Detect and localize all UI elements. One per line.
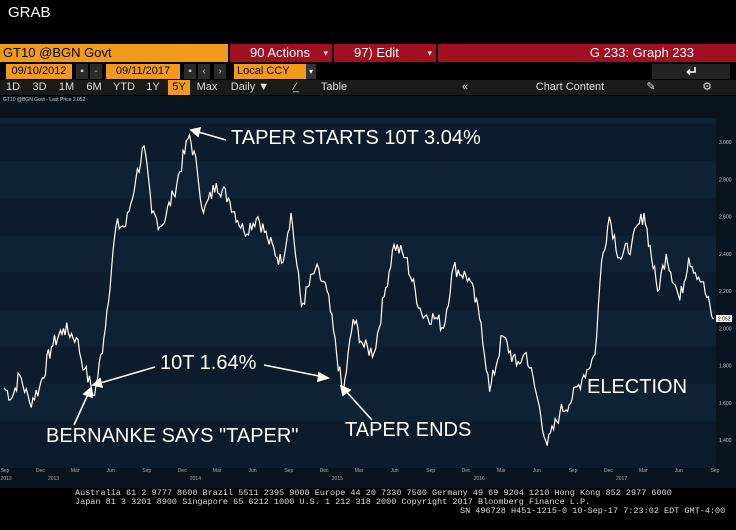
annotation-taper-ends: TAPER ENDS xyxy=(345,419,472,441)
x-tick-label: Sep xyxy=(284,468,293,474)
gear-icon[interactable]: ⚙ xyxy=(702,81,712,93)
edit-menu-button[interactable]: 97) Edit ▾ xyxy=(334,44,436,62)
last-value-tag xyxy=(716,315,732,323)
chart-band xyxy=(0,198,716,236)
annotation-election: ELECTION xyxy=(587,376,688,398)
app-title: GRAB xyxy=(8,4,51,21)
calendar-icon[interactable]: ▪ xyxy=(76,64,88,79)
y-tick-label: 2.200 xyxy=(719,289,732,295)
edit-label: 97) Edit xyxy=(354,45,399,60)
x-tick-label: Dec xyxy=(604,468,613,474)
x-tick-label: Sep xyxy=(1,468,10,474)
period-button-1y[interactable]: 1Y xyxy=(146,81,160,93)
edit-pencil-icon[interactable]: ✎ xyxy=(646,81,656,93)
x-tick-label: Jun xyxy=(390,468,398,474)
y-tick-label: 3.000 xyxy=(719,140,732,146)
x-tick-label: Mar xyxy=(497,468,506,474)
chart-band xyxy=(0,384,716,422)
period-button-6m[interactable]: 6M xyxy=(86,81,102,93)
chart-content-button[interactable]: Chart Content xyxy=(535,81,605,93)
y-tick-label: 2.600 xyxy=(719,215,732,221)
start-date-field[interactable]: 09/10/2012 xyxy=(6,64,72,79)
chart-band xyxy=(0,235,716,273)
chevron-down-icon: ▾ xyxy=(427,48,432,58)
chart-band xyxy=(0,421,716,468)
collapse-left-icon[interactable]: « xyxy=(461,81,469,93)
x-tick-label: Dec xyxy=(36,468,45,474)
frequency-select[interactable]: Daily ▼ xyxy=(230,81,270,93)
chart-band xyxy=(0,118,716,124)
price-series-line xyxy=(3,132,714,446)
y-tick-label: 1.800 xyxy=(719,364,732,370)
annotation-taper-starts: TAPER STARTS 10T 3.04% xyxy=(231,127,481,149)
line-chart-icon[interactable]: ⁄̲ xyxy=(294,81,296,93)
x-tick-label: Jun xyxy=(533,468,541,474)
table-button[interactable]: Table xyxy=(320,81,348,93)
x-year-label: 2012 xyxy=(1,476,12,482)
y-tick-label: 2.800 xyxy=(719,177,732,183)
y-tick-label: 1.600 xyxy=(719,401,732,407)
y-tick-label: 2.000 xyxy=(719,326,732,332)
x-year-label: 2016 xyxy=(474,476,485,482)
x-year-label: 2015 xyxy=(332,476,343,482)
x-tick-label: Mar xyxy=(355,468,364,474)
back-button[interactable] xyxy=(652,64,730,79)
x-tick-label: Dec xyxy=(462,468,471,474)
period-button-1m[interactable]: 1M xyxy=(58,81,75,93)
y-tick-label: 2.400 xyxy=(719,252,732,258)
period-button-1d[interactable]: 1D xyxy=(5,81,21,93)
chart-legend: GT10 @BGN Govt - Last Price 2.052 xyxy=(3,97,86,103)
graph-title: G 233: Graph 233 xyxy=(438,44,736,62)
x-tick-label: Jun xyxy=(249,468,257,474)
chart-band xyxy=(0,160,716,199)
chart-band xyxy=(0,272,716,310)
x-tick-label: Sep xyxy=(711,468,720,474)
chevron-down-icon[interactable]: ▾ xyxy=(306,64,316,79)
x-year-label: 2017 xyxy=(616,476,627,482)
last-value-label: 2.052 xyxy=(718,317,731,323)
return-arrow-icon xyxy=(686,67,696,76)
x-tick-label: Sep xyxy=(426,468,435,474)
chart-band xyxy=(0,123,716,161)
price-chart[interactable]: 3.000 2.800 2.600 2.400 2.200 2.000 1.800 1.600… xyxy=(0,96,736,488)
actions-label: 90 Actions xyxy=(250,45,310,60)
y-tick-label: 1.400 xyxy=(719,438,732,444)
x-tick-label: Sep xyxy=(569,468,578,474)
annotation-bernanke: BERNANKE SAYS "TAPER" xyxy=(46,425,299,447)
annotation-10t-low: 10T 1.64% xyxy=(160,352,257,374)
footer-contacts-line2: Japan 81 3 3201 8900 Singapore 65 6212 1… xyxy=(75,497,591,507)
annotation-arrows xyxy=(73,126,373,426)
footer-session-info: SN 496728 H451-1215-0 10-Sep-17 7:23:02 … xyxy=(460,506,726,516)
x-tick-label: Dec xyxy=(320,468,329,474)
chevron-down-icon: ▾ xyxy=(323,48,328,58)
actions-menu-button[interactable]: 90 Actions ▾ xyxy=(230,44,332,62)
x-tick-label: Sep xyxy=(142,468,151,474)
x-tick-label: Jun xyxy=(675,468,683,474)
chevron-right-icon[interactable]: › xyxy=(214,64,226,79)
period-button-5y[interactable]: 5Y xyxy=(168,80,190,95)
x-tick-label: Mar xyxy=(213,468,222,474)
x-tick-label: Mar xyxy=(71,468,80,474)
period-button-3d[interactable]: 3D xyxy=(32,81,47,93)
calendar-icon[interactable]: ▪ xyxy=(184,64,196,79)
x-tick-label: Dec xyxy=(178,468,187,474)
date-separator: - xyxy=(90,64,102,79)
x-year-label: 2013 xyxy=(48,476,59,482)
period-button-ytd[interactable]: YTD xyxy=(113,81,135,93)
x-year-label: 2014 xyxy=(190,476,201,482)
security-field[interactable]: GT10 @BGN Govt xyxy=(0,44,228,62)
currency-select[interactable]: Local CCY xyxy=(234,64,316,79)
x-tick-label: Jun xyxy=(107,468,115,474)
end-date-field[interactable]: 09/11/2017 xyxy=(106,64,180,79)
x-tick-label: Mar xyxy=(639,468,648,474)
chevron-left-icon[interactable]: ‹ xyxy=(198,64,210,79)
footer-contacts-line1: Australia 61 2 9777 8600 Brazil 5511 239… xyxy=(75,488,672,498)
period-button-max[interactable]: Max xyxy=(196,81,218,93)
